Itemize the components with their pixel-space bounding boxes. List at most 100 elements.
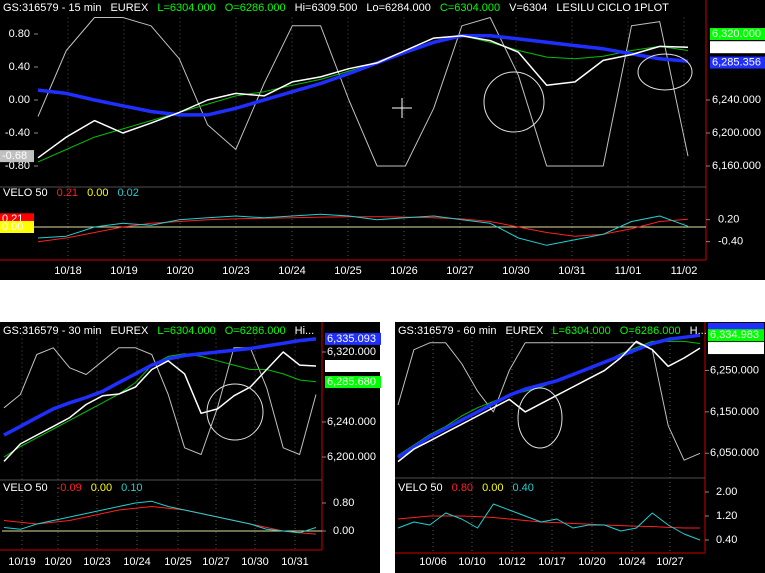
- price-marker-label: 6,304.000: [327, 360, 376, 372]
- price-marker: [325, 376, 381, 389]
- tick-label: 0.40: [9, 61, 30, 73]
- header-item: GS:316579 - 15 min: [3, 2, 101, 14]
- header: VELO 50 0.21 0.00 0.02: [3, 187, 139, 199]
- price-marker-label: 6,285.356: [712, 56, 761, 68]
- tick-label: 6,150.000: [710, 406, 759, 418]
- tick-label: 6,250.000: [710, 364, 759, 376]
- velo-line: [397, 515, 700, 529]
- drawn-circle: [483, 71, 545, 133]
- window-60min: [395, 322, 765, 573]
- price-line: [397, 340, 701, 463]
- tick-label: 6,050.000: [710, 447, 759, 459]
- price-line: [37, 34, 689, 159]
- x-tick-label: 10/27: [446, 265, 474, 277]
- header-label: VELO 50: [3, 187, 48, 199]
- header-item: O=6286.000: [620, 325, 681, 337]
- price-line: [37, 33, 689, 117]
- x-tick-label: 10/24: [618, 556, 646, 568]
- x-tick-label: 10/20: [578, 556, 606, 568]
- header-item: V=6304: [509, 2, 547, 14]
- header-item: O=6286.000: [225, 325, 286, 337]
- price-line: [397, 333, 701, 459]
- price-marker: [0, 150, 34, 163]
- header-item: Lo=6284.000: [366, 2, 431, 14]
- x-tick-label: 10/31: [281, 556, 309, 568]
- header-label: VELO 50: [3, 482, 48, 494]
- oscillator-line: [37, 17, 689, 167]
- velo-line: [3, 500, 317, 534]
- header-item: EUREX: [110, 325, 149, 337]
- header-item: Hi=6309.500: [295, 2, 358, 14]
- price-marker-label: 6,334.983: [710, 329, 759, 341]
- tick-label: 0.80: [333, 497, 354, 509]
- price-marker: [325, 332, 381, 345]
- header-item: EUREX: [110, 2, 149, 14]
- price-marker: [325, 360, 381, 372]
- price-marker: [710, 41, 765, 54]
- header-item: LESILU CICLO 1PLOT: [556, 2, 669, 14]
- x-tick-label: 10/30: [502, 265, 530, 277]
- tick-label: 2.00: [716, 486, 737, 498]
- header-item: 0.10: [121, 482, 142, 494]
- tick-label: 0.00: [333, 525, 354, 537]
- header-item: H...: [690, 325, 707, 337]
- x-tick-label: 10/30: [241, 556, 269, 568]
- price-marker: [708, 342, 764, 355]
- x-tick-label: 10/25: [334, 265, 362, 277]
- tick-label: 1.20: [716, 510, 737, 522]
- price-marker: [710, 56, 765, 69]
- header-item: 0.00: [87, 187, 108, 199]
- x-tick-label: 10/06: [419, 556, 447, 568]
- tick-label: 0.00: [9, 94, 30, 106]
- x-tick-label: 10/18: [54, 265, 82, 277]
- header-item: GS:316579 - 60 min: [398, 325, 496, 337]
- header-item: O=6286.000: [225, 2, 286, 14]
- tick-label: 0.20: [718, 214, 739, 226]
- velo-line: [37, 216, 689, 243]
- x-tick-label: 10/23: [83, 556, 111, 568]
- header-item: Hi...: [295, 325, 315, 337]
- oscillator-line: [3, 347, 317, 455]
- window-15min: [0, 0, 765, 280]
- price-marker-label: 6,304.000: [710, 342, 759, 354]
- tick-label: -0.40: [718, 236, 743, 248]
- price-marker-label: 6,320.000: [712, 28, 761, 40]
- header-item: GS:316579 - 30 min: [3, 325, 101, 337]
- header: GS:316579 - 60 min EUREX L=6304.000 O=6286.…: [398, 325, 707, 337]
- tick-label: 6,320.000: [327, 346, 376, 358]
- velo-line: [397, 503, 701, 541]
- header: VELO 50 0.80 0.00 0.40: [398, 482, 534, 494]
- x-tick-label: 10/17: [538, 556, 566, 568]
- x-tick-label: 10/19: [8, 556, 36, 568]
- header-item: 0.40: [512, 482, 533, 494]
- price-marker-label: -0.68: [2, 150, 27, 162]
- header: GS:316579 - 30 min EUREX L=6304.000 O=6286.…: [3, 325, 314, 337]
- tick-label: 0.80: [9, 28, 30, 40]
- x-tick-label: 10/27: [656, 556, 684, 568]
- x-tick-label: 10/24: [278, 265, 306, 277]
- tick-label: 6,240.000: [712, 94, 761, 106]
- x-tick-label: 11/02: [671, 265, 698, 277]
- price-line: [3, 351, 317, 462]
- header-item: EUREX: [505, 325, 544, 337]
- header-item: -0.09: [57, 482, 82, 494]
- x-tick-label: 10/31: [558, 265, 586, 277]
- x-tick-label: 10/26: [390, 265, 418, 277]
- header-item: L=6304.000: [552, 325, 610, 337]
- header-item: 0.00: [91, 482, 112, 494]
- header: VELO 50 -0.09 0.00 0.10: [3, 482, 143, 494]
- price-line: [3, 337, 317, 437]
- x-tick-label: 10/20: [166, 265, 194, 277]
- x-tick-label: 10/12: [498, 556, 526, 568]
- drawn-circle: [206, 383, 264, 441]
- price-marker-label: 6,285.680: [327, 376, 376, 388]
- velo-line: [3, 506, 317, 535]
- window-30min: [0, 322, 380, 573]
- drawn-circle: [517, 387, 563, 449]
- price-marker: [708, 329, 764, 342]
- tick-label: -0.40: [5, 127, 30, 139]
- tick-label: 6,160.000: [712, 160, 761, 172]
- tick-label: 6,200.000: [327, 451, 376, 463]
- price-marker: [0, 221, 34, 233]
